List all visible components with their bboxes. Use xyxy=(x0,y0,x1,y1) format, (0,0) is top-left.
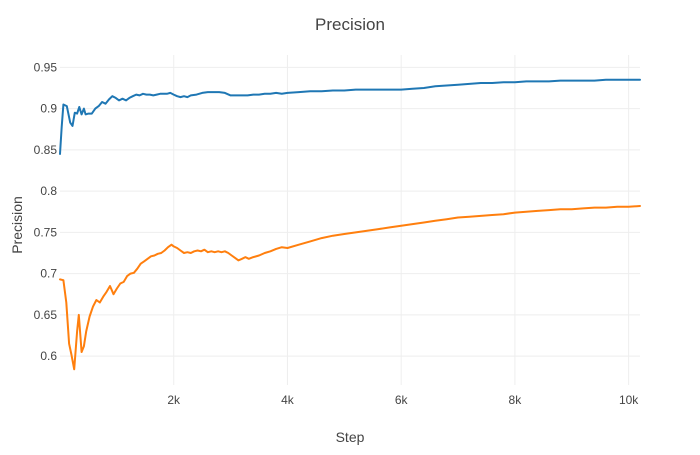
grid-layer xyxy=(60,55,640,385)
x-tick-label: 10k xyxy=(619,393,639,407)
x-tick-label: 6k xyxy=(395,393,409,407)
y-tick-label: 0.7 xyxy=(40,267,57,281)
y-tick-label: 0.85 xyxy=(34,143,58,157)
y-axis-title: Precision xyxy=(9,196,25,254)
y-tick-label: 0.65 xyxy=(34,308,58,322)
chart-title: Precision xyxy=(315,15,385,34)
y-tick-label: 0.6 xyxy=(40,349,57,363)
tick-layer: 0.6 0.65 0.7 0.75 0.8 0.85 0.9 0.95 2k 4k 6k 8k 10k xyxy=(34,60,640,407)
x-axis-title: Step xyxy=(336,429,365,445)
y-tick-label: 0.75 xyxy=(34,225,58,239)
x-tick-label: 4k xyxy=(281,393,295,407)
y-tick-label: 0.95 xyxy=(34,60,58,74)
x-tick-label: 8k xyxy=(509,393,523,407)
series-line-2 xyxy=(59,205,641,371)
y-tick-label: 0.8 xyxy=(40,184,57,198)
series-line-1 xyxy=(59,78,641,155)
y-tick-label: 0.9 xyxy=(40,102,57,116)
x-tick-label: 2k xyxy=(167,393,181,407)
series-layer xyxy=(59,78,641,371)
